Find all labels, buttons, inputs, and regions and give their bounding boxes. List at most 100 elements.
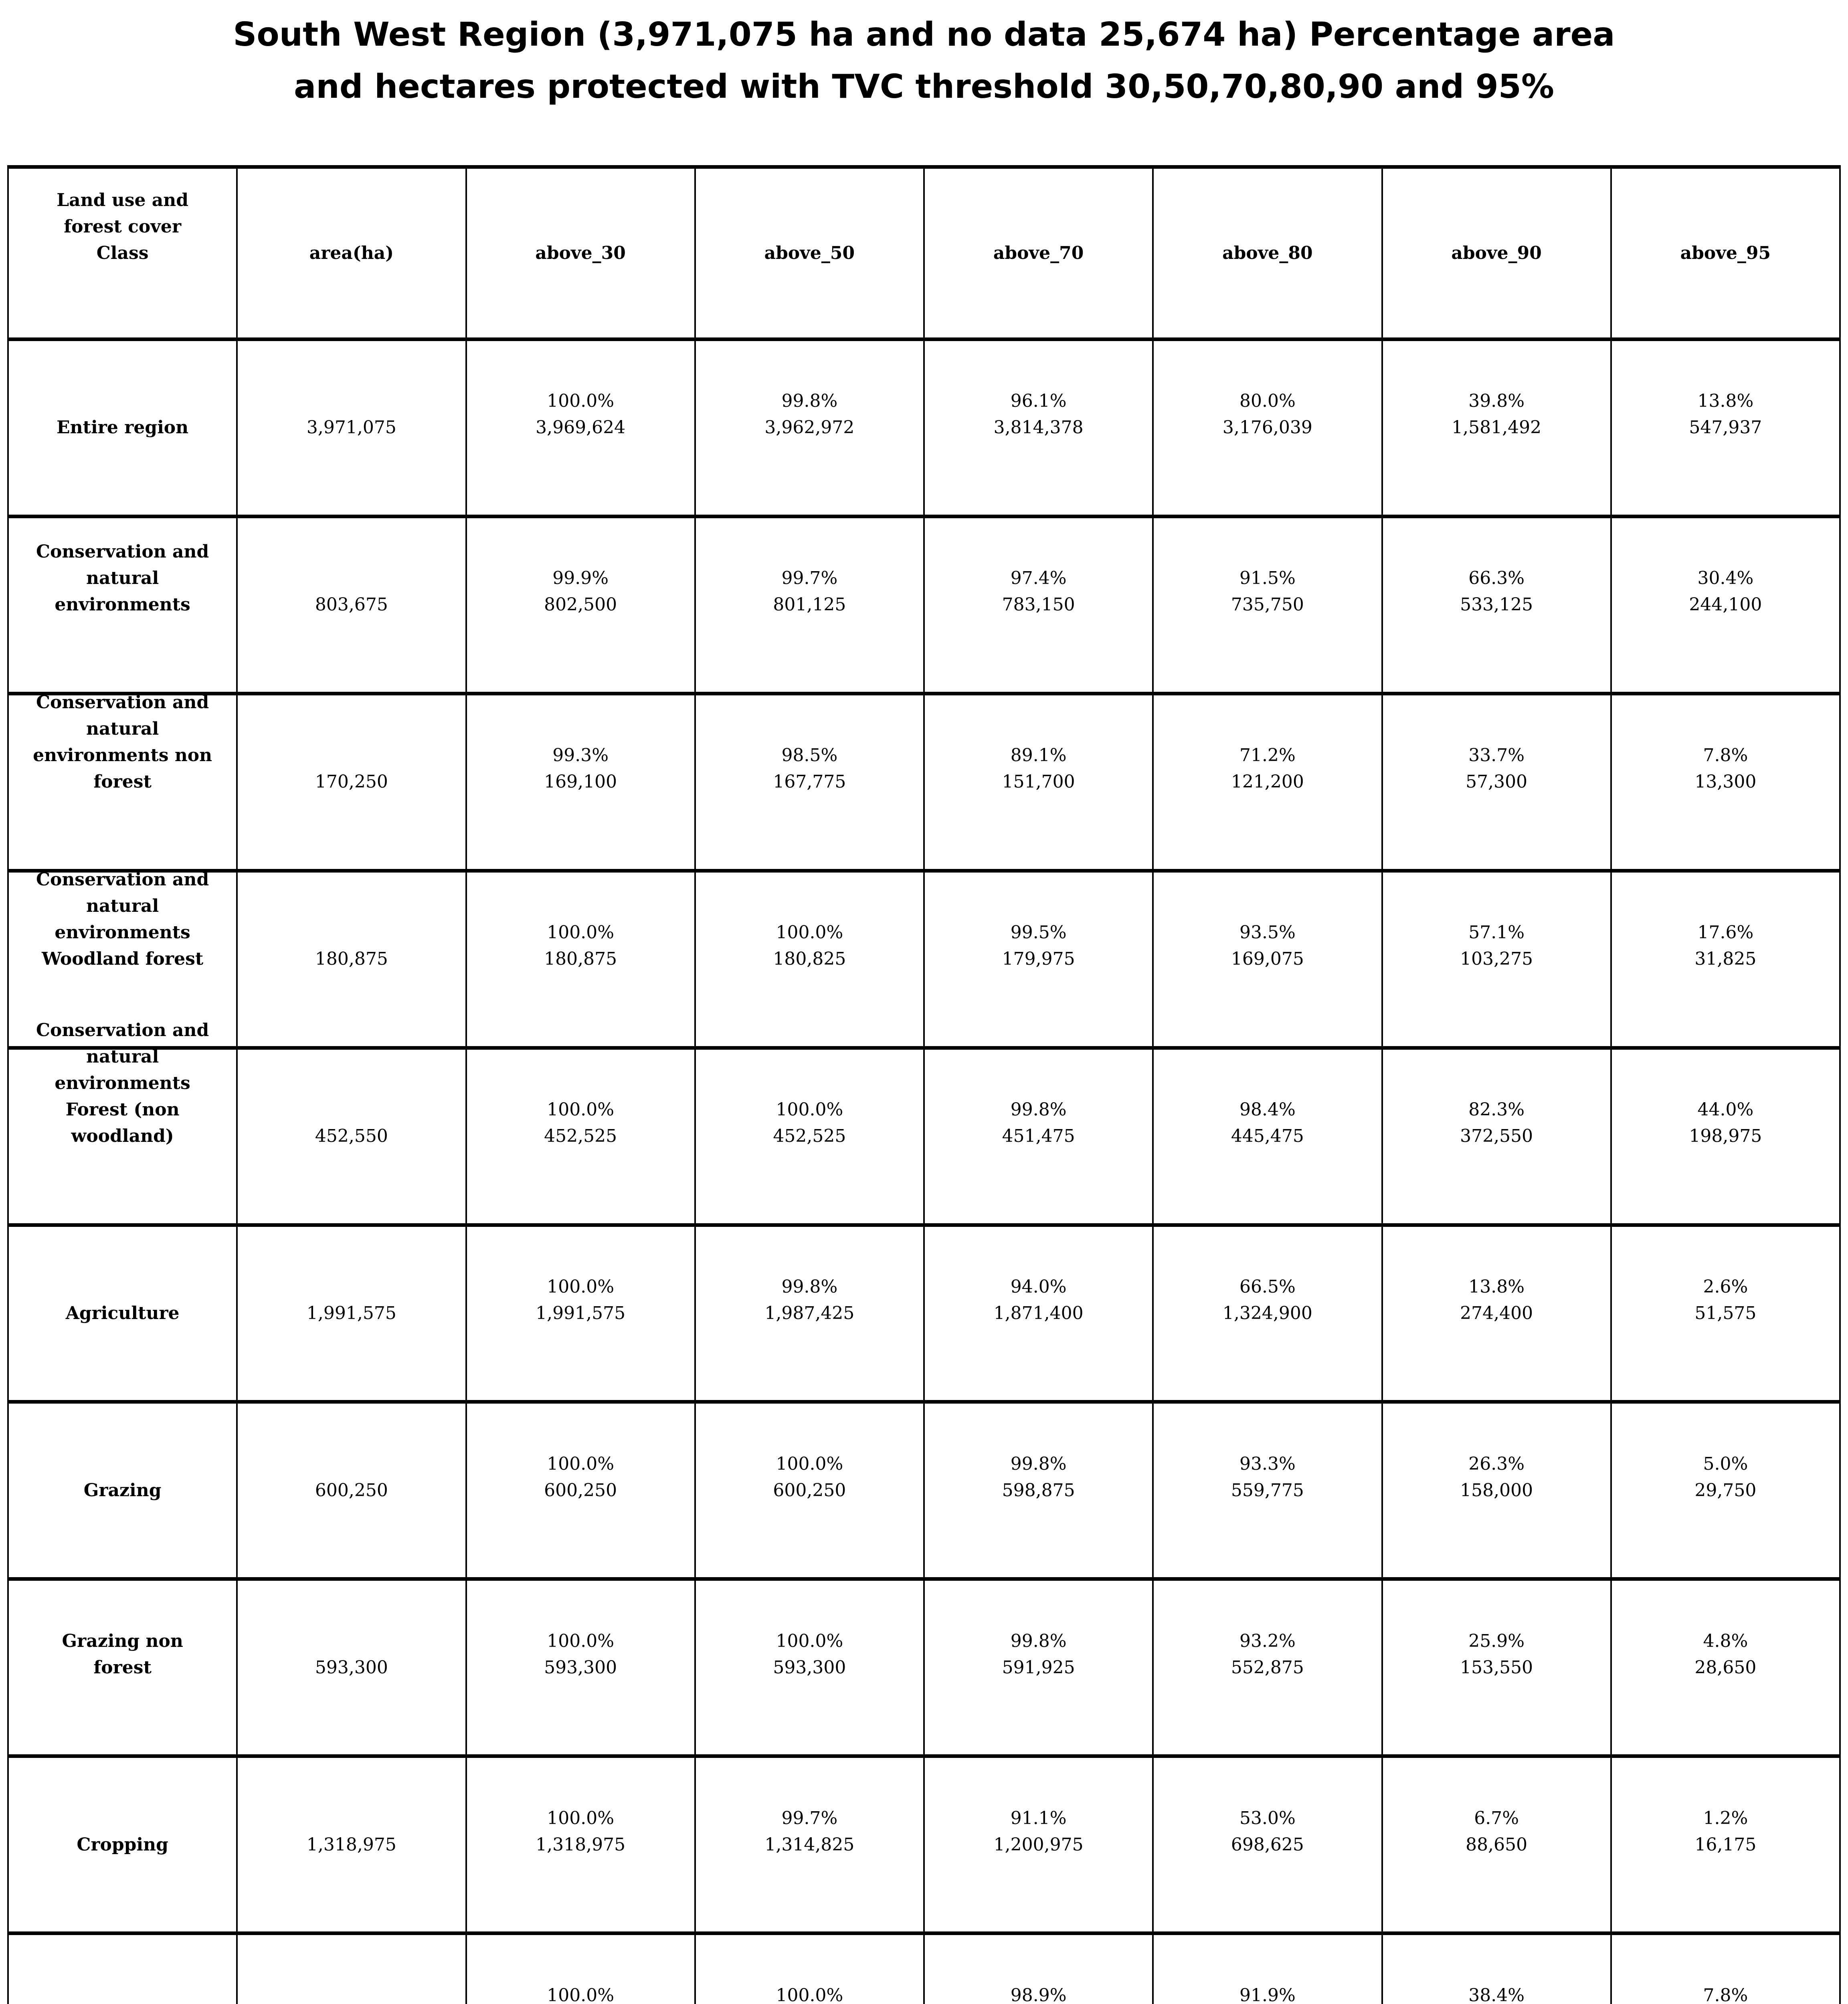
- percent-value: 13.8%: [1697, 391, 1754, 412]
- pct-ha-block: 100.0%72,250: [470, 1982, 691, 2004]
- pct-ha-block: 30.4% 244,100: [1615, 565, 1836, 618]
- table-row: Conservation and natural environments Wo…: [9, 869, 1839, 1050]
- percent-value: 25.9%: [1468, 1630, 1525, 1651]
- data-cell: 30.4% 244,100: [1612, 518, 1839, 692]
- percent-value: 13.8%: [1468, 1276, 1525, 1297]
- pct-ha-block: 99.3% 169,100: [470, 742, 691, 795]
- pct-ha-block: 100.0% 3,969,624: [470, 388, 691, 441]
- data-cell: 44.0% 198,975: [1612, 1050, 1839, 1223]
- percent-value: 4.8%: [1703, 1630, 1748, 1651]
- data-cell: 100.0% 600,250: [467, 1404, 696, 1578]
- data-cell: 17.6% 31,825: [1612, 873, 1839, 1046]
- hectares-value: 593,300: [773, 1657, 846, 1678]
- pct-ha-block: 2.6% 51,575: [1615, 1274, 1836, 1327]
- hectares-value: 103,275: [1460, 949, 1533, 970]
- hectares-value: 1,318,975: [536, 1834, 626, 1855]
- column-header: above_95: [1680, 242, 1771, 263]
- hectares-value: 1,200,975: [993, 1834, 1084, 1855]
- header-cell: above_70: [925, 169, 1154, 337]
- hectares-value: 1,987,425: [764, 1303, 855, 1323]
- data-cell: 38.4%27,750: [1383, 1935, 1612, 2004]
- hectares-value: 274,400: [1460, 1303, 1533, 1323]
- hectares-value: 593,300: [544, 1657, 617, 1678]
- pct-ha-block: 99.5% 179,975: [928, 919, 1149, 972]
- data-cell: 71.2% 121,200: [1154, 695, 1383, 869]
- hectares-value: 802,500: [544, 594, 617, 615]
- area-cell: 72,250: [238, 1935, 467, 2004]
- header-cell: above_30: [467, 169, 696, 337]
- data-cell: 99.7% 801,125: [696, 518, 925, 692]
- data-cell: 4.8% 28,650: [1612, 1581, 1839, 1754]
- data-cell: 100.0% 1,318,975: [467, 1758, 696, 1932]
- area-value: 803,675: [315, 594, 388, 615]
- data-cell: 100.0% 593,300: [467, 1581, 696, 1755]
- pct-ha-block: 91.1% 1,200,975: [928, 1805, 1149, 1858]
- hectares-value: 169,075: [1231, 949, 1304, 970]
- data-cell: 99.3% 169,100: [467, 695, 696, 869]
- hectares-value: 783,150: [1002, 594, 1075, 615]
- hectares-value: 1,314,825: [764, 1834, 855, 1855]
- percent-value: 99.7%: [781, 568, 838, 589]
- pct-ha-block: 100.0% 180,825: [699, 919, 920, 972]
- hectares-value: 153,550: [1460, 1657, 1533, 1678]
- row-label-cell: Grazing: [9, 1404, 238, 1578]
- pct-ha-block: 99.8% 451,475: [928, 1097, 1149, 1149]
- hectares-value: 600,250: [544, 1480, 617, 1501]
- pct-ha-block: 98.4% 445,475: [1157, 1097, 1378, 1149]
- pct-ha-block: 93.3% 559,775: [1157, 1451, 1378, 1504]
- data-cell: 82.3% 372,550: [1383, 1049, 1612, 1223]
- hectares-value: 1,581,492: [1452, 417, 1542, 438]
- row-label: Conservation and natural environments Wo…: [36, 869, 209, 970]
- pct-ha-block: 100.0% 593,300: [699, 1628, 920, 1681]
- row-label: Conservation and natural environments Fo…: [36, 1020, 209, 1147]
- percent-value: 99.8%: [1010, 1630, 1067, 1651]
- table-row: Irrigation72,250100.0%72,250100.0%72,250…: [9, 1935, 1839, 2004]
- pct-ha-block: 94.0% 1,871,400: [928, 1274, 1149, 1327]
- hectares-value: 151,700: [1002, 772, 1075, 792]
- table-row: Conservation and natural environments no…: [9, 692, 1839, 873]
- row-label-cell: Entire region: [9, 341, 238, 515]
- percent-value: 7.8%: [1703, 745, 1748, 766]
- table-row: Cropping 1,318,975 100.0% 1,318,975 99.7% 1,3…: [9, 1758, 1839, 1935]
- data-cell: 13.8% 547,937: [1612, 341, 1839, 515]
- column-header: above_90: [1451, 242, 1542, 263]
- area-value: 170,250: [315, 772, 388, 792]
- pct-ha-block: 93.5% 169,075: [1157, 919, 1378, 972]
- percent-value: 26.3%: [1468, 1453, 1525, 1474]
- percent-value: 100.0%: [547, 1099, 615, 1120]
- data-cell: 93.3% 559,775: [1154, 1404, 1383, 1578]
- pct-ha-block: 44.0% 198,975: [1615, 1097, 1836, 1149]
- hectares-value: 801,125: [773, 594, 846, 615]
- hectares-value: 51,575: [1694, 1303, 1757, 1323]
- percent-value: 80.0%: [1239, 391, 1296, 412]
- data-cell: 100.0% 180,875: [467, 872, 696, 1046]
- row-label-cell: Conservation and natural environments no…: [9, 692, 238, 869]
- column-header: Land use and forest cover Class: [57, 190, 189, 263]
- data-cell: 96.1% 3,814,378: [925, 341, 1154, 515]
- data-cell: 100.0%72,250: [467, 1935, 696, 2004]
- hectares-value: 3,962,972: [764, 417, 855, 438]
- table-row: Conservation and natural environments 803…: [9, 518, 1839, 695]
- row-label: Grazing non forest: [62, 1630, 183, 1678]
- data-cell: 93.2% 552,875: [1154, 1581, 1383, 1755]
- percent-value: 100.0%: [547, 1808, 615, 1828]
- data-cell: 13.8% 274,400: [1383, 1226, 1612, 1400]
- data-cell: 100.0% 180,825: [696, 872, 925, 1046]
- percent-value: 100.0%: [776, 1985, 843, 2004]
- hectares-value: 1,324,900: [1222, 1303, 1312, 1323]
- hectares-value: 451,475: [1002, 1126, 1075, 1147]
- hectares-value: 452,525: [773, 1126, 846, 1147]
- hectares-value: 16,175: [1694, 1834, 1757, 1855]
- percent-value: 99.8%: [781, 1276, 838, 1297]
- data-cell: 25.9% 153,550: [1383, 1581, 1612, 1755]
- data-cell: 99.8% 591,925: [925, 1581, 1154, 1755]
- area-value: 1,318,975: [306, 1834, 396, 1855]
- data-cell: 100.0% 593,300: [696, 1581, 925, 1755]
- percent-value: 57.1%: [1468, 922, 1525, 943]
- area-cell: 180,875: [238, 872, 467, 1046]
- data-cell: 100.0%72,250: [696, 1935, 925, 2004]
- area-cell: 452,550: [238, 1049, 467, 1223]
- pct-ha-block: 7.8%5,650: [1615, 1982, 1836, 2004]
- hectares-value: 533,125: [1460, 594, 1533, 615]
- data-cell: 99.9% 802,500: [467, 518, 696, 692]
